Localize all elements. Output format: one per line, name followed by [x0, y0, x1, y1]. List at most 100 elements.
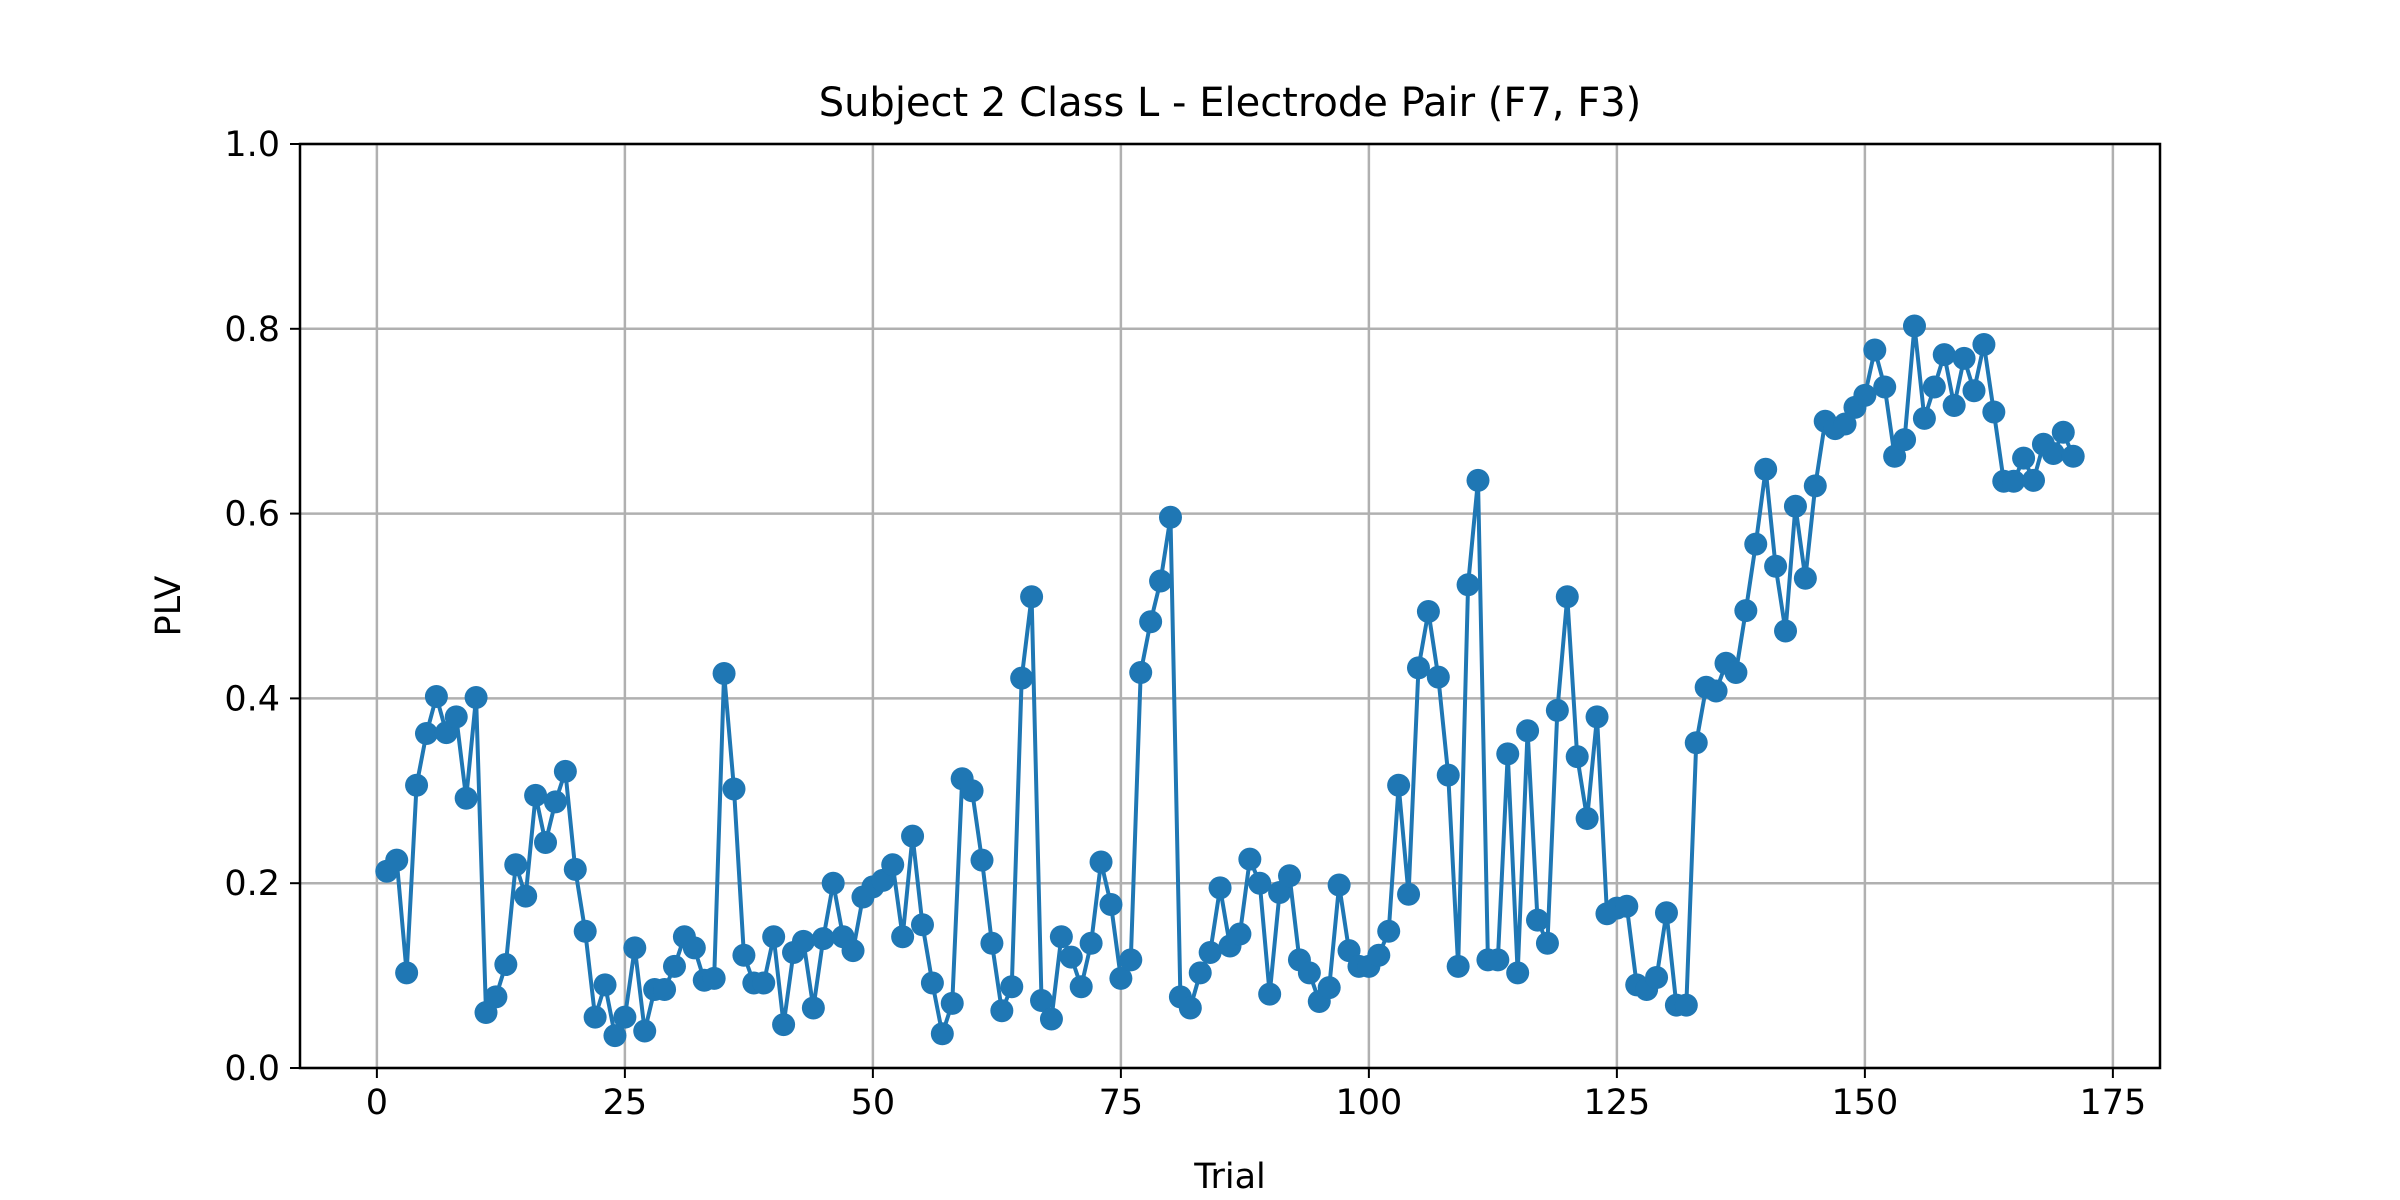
data-point	[1952, 346, 1976, 370]
data-point	[1426, 665, 1450, 689]
data-point	[2022, 468, 2046, 492]
data-point	[841, 939, 865, 963]
data-point	[1704, 679, 1728, 703]
data-point	[484, 985, 508, 1009]
data-point	[1059, 945, 1083, 969]
data-point	[1397, 882, 1421, 906]
data-point	[1585, 705, 1609, 729]
data-point	[623, 936, 647, 960]
data-point	[930, 1022, 954, 1046]
data-point	[494, 953, 518, 977]
data-point	[1774, 619, 1798, 643]
data-point	[1793, 566, 1817, 590]
data-point	[1406, 656, 1430, 680]
data-point	[662, 954, 686, 978]
data-point	[1922, 375, 1946, 399]
data-point	[1863, 338, 1887, 362]
data-point	[1030, 989, 1054, 1013]
data-point	[1099, 892, 1123, 916]
data-point	[1873, 375, 1897, 399]
data-point	[1654, 901, 1678, 925]
y-axis-label: PLV	[149, 576, 189, 637]
data-point	[1049, 925, 1073, 949]
data-point	[1526, 908, 1550, 932]
x-tick-label: 50	[851, 1083, 896, 1123]
data-point	[1387, 773, 1411, 797]
data-point	[762, 925, 786, 949]
data-point	[1317, 976, 1341, 1000]
data-point	[960, 779, 984, 803]
data-point	[514, 884, 538, 908]
data-point	[1486, 948, 1510, 972]
data-point	[1119, 948, 1143, 972]
data-point	[1575, 807, 1599, 831]
data-point	[1416, 600, 1440, 624]
data-point	[1000, 975, 1024, 999]
data-point	[1535, 931, 1559, 955]
data-point	[2051, 420, 2075, 444]
data-point	[1020, 585, 1044, 609]
data-point	[1902, 314, 1926, 338]
data-point	[1208, 876, 1232, 900]
data-point	[821, 871, 845, 895]
data-point	[424, 685, 448, 709]
data-point	[990, 999, 1014, 1023]
data-point	[940, 991, 964, 1015]
data-point	[1069, 975, 1093, 999]
data-point	[1754, 457, 1778, 481]
data-point	[603, 1024, 627, 1048]
data-point	[1545, 698, 1569, 722]
data-point	[1079, 931, 1103, 955]
ticks-layer: 0 25 50 75 100 125 150 175 0.0 0.2 0.4 0.6 0.8 1.0	[224, 125, 2146, 1123]
data-point	[752, 971, 776, 995]
data-point	[881, 853, 905, 877]
data-point	[1198, 941, 1222, 964]
data-point	[732, 943, 756, 967]
data-point	[2002, 469, 2026, 493]
data-point	[1803, 474, 1827, 498]
data-point	[1456, 573, 1480, 597]
data-point	[980, 931, 1004, 955]
data-point	[454, 786, 478, 810]
data-point	[891, 925, 915, 949]
y-tick-label: 0.0	[224, 1049, 280, 1089]
data-point	[1783, 494, 1807, 518]
x-tick-label: 175	[2079, 1083, 2146, 1123]
data-point	[2061, 444, 2085, 468]
data-point	[385, 848, 409, 872]
data-point	[1129, 661, 1153, 685]
data-point	[1149, 569, 1173, 593]
data-point	[1327, 873, 1351, 897]
data-point	[1436, 763, 1460, 787]
data-point	[1942, 393, 1966, 417]
data-point	[524, 783, 548, 807]
data-point	[901, 824, 925, 848]
data-point	[811, 927, 835, 951]
data-point	[1555, 585, 1579, 609]
data-point	[1228, 922, 1252, 946]
x-tick-label: 0	[366, 1083, 388, 1123]
data-point	[1615, 894, 1639, 918]
data-point	[682, 936, 706, 960]
data-point	[920, 971, 944, 995]
x-tick-label: 100	[1335, 1083, 1402, 1123]
data-point	[613, 1005, 637, 1029]
data-point	[464, 685, 488, 709]
data-point	[1446, 954, 1470, 978]
data-point	[712, 661, 736, 685]
data-point	[583, 1005, 607, 1029]
data-point	[1377, 919, 1401, 943]
data-point	[1734, 599, 1758, 623]
data-point	[1158, 505, 1182, 529]
data-point	[910, 913, 934, 937]
data-point	[1109, 966, 1133, 990]
y-tick-label: 0.4	[224, 679, 280, 719]
data-point	[1297, 961, 1321, 985]
data-point	[1466, 468, 1490, 492]
data-point	[1684, 731, 1708, 755]
data-point	[414, 722, 438, 746]
data-point	[722, 777, 746, 801]
data-point	[1962, 379, 1986, 403]
axes-frame	[298, 142, 2162, 1070]
data-point	[1188, 961, 1212, 985]
